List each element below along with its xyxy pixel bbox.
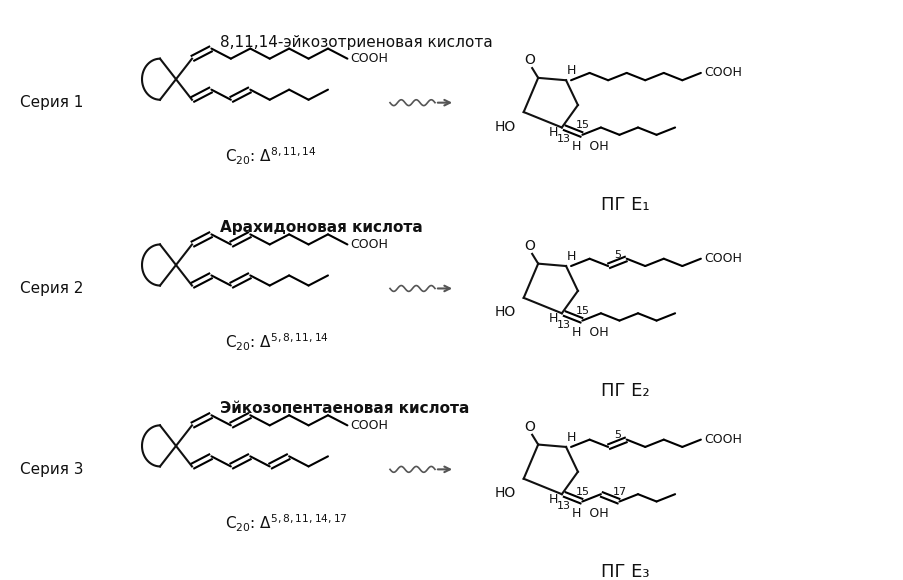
Text: O: O [524,53,535,67]
Text: H: H [548,311,558,325]
Text: H: H [566,64,575,77]
Text: 13: 13 [556,134,570,144]
Text: ПГ E₁: ПГ E₁ [600,197,648,215]
Text: Серия 3: Серия 3 [20,462,83,477]
Text: 13: 13 [556,320,570,330]
Text: 5: 5 [613,249,620,260]
Text: O: O [524,420,535,434]
Text: C$_{20}$: $\Delta^{8,11,14}$: C$_{20}$: $\Delta^{8,11,14}$ [225,146,316,167]
Text: H  OH: H OH [572,326,608,339]
Text: ПГ E₂: ПГ E₂ [600,382,648,400]
Text: COOH: COOH [350,419,388,432]
Text: H  OH: H OH [572,140,608,153]
Text: C$_{20}$: $\Delta^{5,8,11,14,17}$: C$_{20}$: $\Delta^{5,8,11,14,17}$ [225,513,348,534]
Text: H: H [548,126,558,139]
Text: 8,11,14-эйкозотриеновая кислота: 8,11,14-эйкозотриеновая кислота [219,35,492,49]
Text: H: H [548,492,558,506]
Text: 15: 15 [574,487,589,496]
Text: Эйкозопентаеновая кислота: Эйкозопентаеновая кислота [219,401,469,416]
Text: HO: HO [494,487,515,501]
Text: COOH: COOH [703,252,741,265]
Text: H: H [566,250,575,263]
Text: HO: HO [494,306,515,320]
Text: Серия 1: Серия 1 [20,95,83,110]
Text: H  OH: H OH [572,507,608,520]
Text: ПГ E₃: ПГ E₃ [600,563,648,580]
Text: COOH: COOH [350,52,388,65]
Text: COOH: COOH [703,67,741,79]
Text: COOH: COOH [350,238,388,251]
Text: Серия 2: Серия 2 [20,281,83,296]
Text: 13: 13 [556,501,570,511]
Text: 17: 17 [611,487,626,496]
Text: 5: 5 [613,430,620,440]
Text: HO: HO [494,119,515,134]
Text: C$_{20}$: $\Delta^{5,8,11,14}$: C$_{20}$: $\Delta^{5,8,11,14}$ [225,332,329,353]
Text: H: H [566,431,575,444]
Text: O: O [524,239,535,253]
Text: 15: 15 [574,306,589,316]
Text: 15: 15 [574,120,589,130]
Text: COOH: COOH [703,433,741,446]
Text: Арахидоновая кислота: Арахидоновая кислота [219,220,423,235]
